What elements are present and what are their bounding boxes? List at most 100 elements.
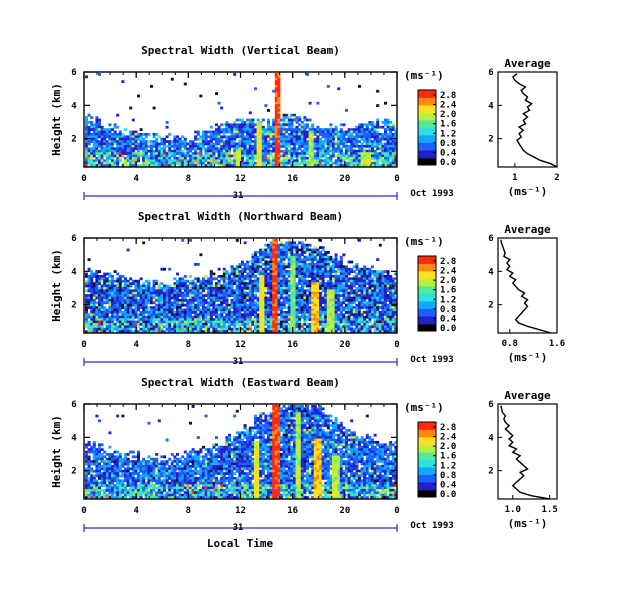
heatmap-cell bbox=[303, 294, 307, 297]
heatmap-cell bbox=[373, 164, 377, 167]
heatmap-cell bbox=[168, 267, 172, 271]
heatmap-cell bbox=[298, 270, 302, 273]
heatmap-cell bbox=[298, 241, 302, 245]
heatmap-cell bbox=[100, 145, 104, 148]
heatmap-cell bbox=[189, 147, 192, 151]
heatmap-cell bbox=[303, 296, 307, 300]
heatmap-cell bbox=[183, 282, 187, 285]
heatmap-cell bbox=[287, 142, 291, 146]
colorbar-segment bbox=[418, 108, 436, 112]
heatmap-cell bbox=[287, 241, 291, 245]
heatmap-cell bbox=[350, 267, 354, 271]
heatmap-cell bbox=[235, 303, 239, 307]
heatmap-cell bbox=[334, 125, 338, 129]
heatmap-cell bbox=[129, 303, 133, 307]
heatmap-cell bbox=[139, 296, 143, 300]
heatmap-cell bbox=[105, 318, 109, 321]
heatmap-cell bbox=[121, 320, 125, 324]
heatmap-cell bbox=[178, 330, 182, 333]
heatmap-cell bbox=[313, 258, 317, 261]
heatmap-cell bbox=[105, 140, 109, 143]
heatmap-cell bbox=[267, 253, 270, 257]
heatmap-cell bbox=[342, 289, 346, 293]
heatmap-cell bbox=[233, 299, 237, 302]
heatmap-cell bbox=[108, 289, 112, 293]
heatmap-cell bbox=[243, 145, 247, 148]
heatmap-cell bbox=[246, 296, 250, 300]
heatmap-cell bbox=[204, 299, 208, 302]
heatmap-cell bbox=[368, 308, 372, 312]
heatmap-cell bbox=[150, 327, 153, 331]
heatmap-cell bbox=[358, 284, 361, 288]
heatmap-cell bbox=[202, 135, 205, 139]
heatmap-cell bbox=[394, 128, 398, 131]
heatmap-cell bbox=[220, 284, 224, 288]
heatmap-cell bbox=[267, 149, 270, 153]
heatmap-cell bbox=[251, 313, 255, 317]
heatmap-cell bbox=[285, 142, 289, 146]
heatmap-cell bbox=[176, 282, 179, 285]
heatmap-cell bbox=[368, 325, 372, 329]
heatmap-cell bbox=[308, 137, 312, 141]
heatmap-cell bbox=[134, 145, 138, 148]
heatmap-cell bbox=[345, 315, 348, 319]
heatmap-cell bbox=[274, 303, 278, 307]
heatmap-cell bbox=[347, 270, 351, 273]
heatmap-cell bbox=[228, 325, 231, 329]
heatmap-cell bbox=[347, 303, 351, 307]
heatmap-cell bbox=[337, 323, 341, 326]
heatmap-cell bbox=[337, 270, 341, 273]
heatmap-cell bbox=[212, 159, 216, 163]
heatmap-cell bbox=[316, 253, 320, 257]
heatmap-cell bbox=[277, 157, 281, 160]
heatmap-cell bbox=[248, 318, 252, 321]
heatmap-cell bbox=[394, 135, 398, 139]
heatmap-cell bbox=[316, 291, 320, 295]
heatmap-cell bbox=[173, 157, 177, 160]
heatmap-cell bbox=[194, 161, 198, 165]
heatmap-cell bbox=[321, 272, 325, 276]
heatmap-cell bbox=[329, 313, 333, 317]
heatmap-cell bbox=[181, 142, 185, 146]
heatmap-cell bbox=[256, 327, 260, 331]
heatmap-cell bbox=[293, 142, 296, 146]
heatmap-cell bbox=[235, 270, 239, 273]
heatmap-cell bbox=[274, 323, 278, 326]
heatmap-cell bbox=[147, 279, 151, 283]
heatmap-cell bbox=[126, 248, 130, 252]
heatmap-cell bbox=[95, 275, 99, 278]
heatmap-cell bbox=[303, 133, 307, 136]
heatmap-cell bbox=[121, 296, 125, 300]
heatmap-cell bbox=[233, 301, 237, 305]
heatmap-cell bbox=[108, 133, 112, 136]
heatmap-cell bbox=[254, 289, 257, 293]
heatmap-cell bbox=[186, 159, 190, 163]
heatmap-cell bbox=[371, 265, 374, 269]
heatmap-cell bbox=[134, 311, 138, 314]
heatmap-cell bbox=[248, 147, 252, 151]
heatmap-cell bbox=[391, 149, 395, 153]
heatmap-cell bbox=[144, 287, 148, 290]
heatmap-cell bbox=[254, 258, 257, 261]
heatmap-cell bbox=[163, 296, 166, 300]
heatmap-cell bbox=[105, 130, 109, 134]
heatmap-cell bbox=[339, 263, 343, 266]
heatmap-cell bbox=[92, 130, 96, 134]
heatmap-cell bbox=[300, 289, 304, 293]
heatmap-cell bbox=[191, 282, 195, 285]
heatmap-cell bbox=[111, 299, 114, 302]
heatmap-cell bbox=[204, 284, 208, 288]
heatmap-cell bbox=[347, 272, 351, 276]
heatmap-cell bbox=[311, 320, 315, 324]
heatmap-cell bbox=[321, 248, 325, 252]
heatmap-cell bbox=[196, 152, 200, 155]
heatmap-cell bbox=[207, 330, 211, 333]
heatmap-cell bbox=[137, 142, 140, 146]
heatmap-cell bbox=[293, 161, 296, 165]
heatmap-cell bbox=[189, 318, 192, 321]
heatmap-cell bbox=[241, 145, 244, 148]
heatmap-cell bbox=[256, 320, 260, 324]
heatmap-cell bbox=[300, 159, 304, 163]
heatmap-cell bbox=[329, 157, 333, 160]
heatmap-cell bbox=[230, 164, 234, 167]
